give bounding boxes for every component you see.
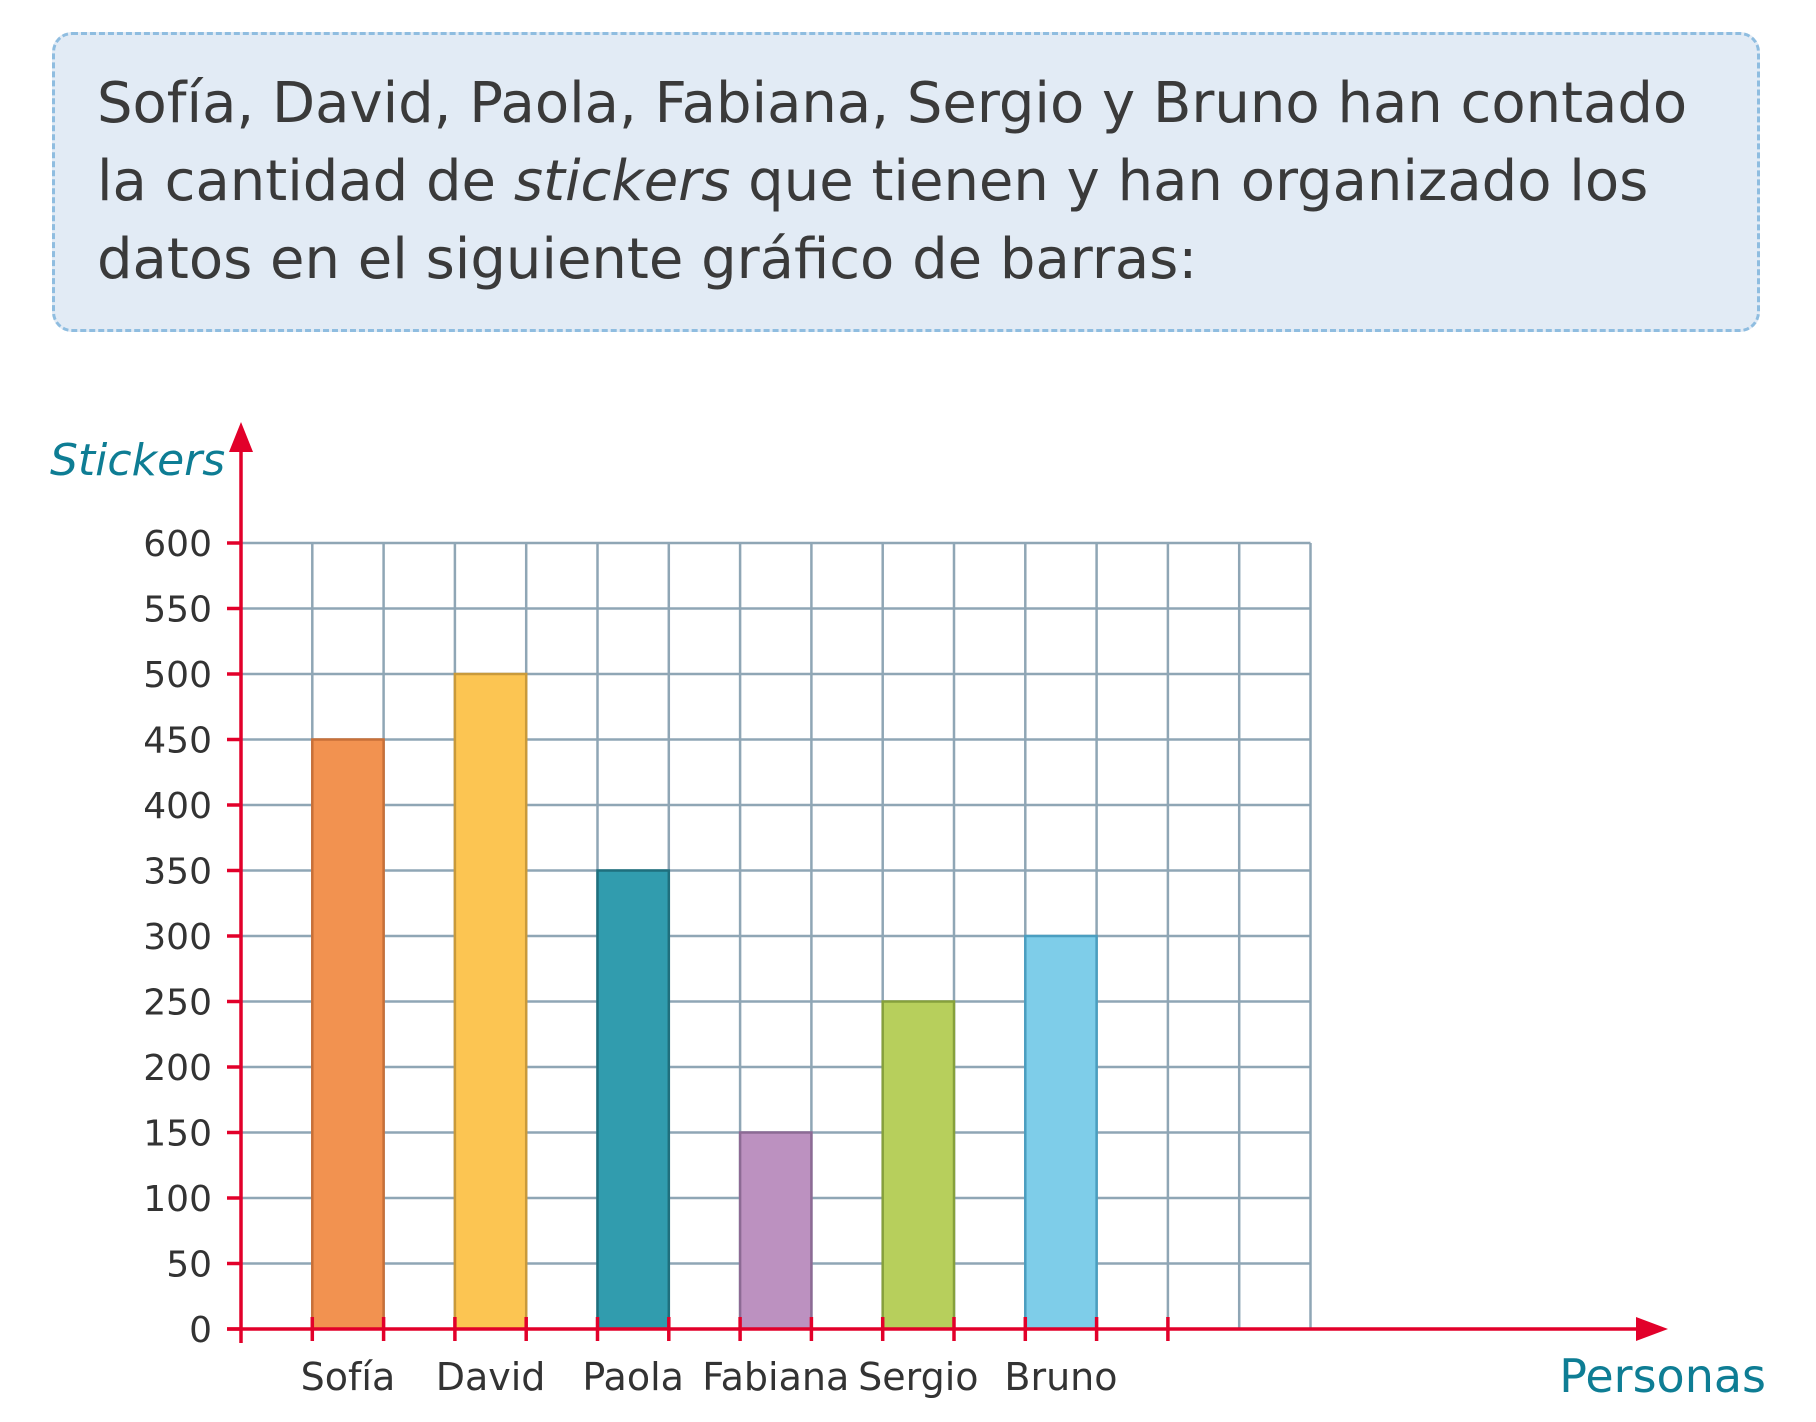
y-axis-title: Stickers — [50, 435, 225, 486]
bar-sofia — [311, 738, 385, 1331]
x-tick-label: Bruno — [1004, 1355, 1117, 1399]
bar-paola — [596, 869, 671, 1331]
y-tick-label: 100 — [143, 1179, 212, 1220]
y-tick-label: 200 — [143, 1048, 212, 1089]
intro-text-after: que tienen y han organizado los datos en… — [97, 149, 1649, 292]
bars — [311, 672, 1098, 1331]
intro-text-before: Sofía, David, Paola, Fabiana, Sergio y B… — [97, 71, 1688, 214]
bar-fabiana — [738, 1131, 813, 1331]
x-tick-label: Sergio — [858, 1355, 978, 1399]
x-tick-label: Fabiana — [702, 1355, 849, 1399]
x-axis-arrow — [1636, 1317, 1668, 1341]
bar-bruno — [1024, 934, 1098, 1331]
y-tick-label: 0 — [189, 1310, 212, 1351]
y-tick-label: 400 — [143, 786, 212, 827]
y-tick-label: 300 — [143, 917, 212, 958]
y-axis-arrow — [229, 422, 253, 452]
y-tick-label: 250 — [143, 983, 212, 1024]
labels: 0 50 100 150 200 250 300 350 400 450 500 550 600 Sofí… — [50, 435, 1766, 1403]
intro-text-italic: stickers — [513, 149, 731, 214]
y-tick-label: 500 — [143, 655, 212, 696]
intro-box: Sofía, David, Paola, Fabiana, Sergio y B… — [52, 32, 1760, 332]
x-tick-label: Paola — [582, 1355, 684, 1399]
y-tick-label: 150 — [143, 1114, 212, 1155]
y-tick-label: 350 — [143, 852, 212, 893]
x-tick-label: David — [436, 1355, 546, 1399]
y-tick-label: 50 — [166, 1245, 212, 1286]
bar-david — [453, 672, 528, 1331]
x-axis-title: Personas — [1559, 1349, 1766, 1403]
y-tick-label: 600 — [143, 524, 212, 565]
axes — [227, 422, 1668, 1343]
intro-text: Sofía, David, Paola, Fabiana, Sergio y B… — [97, 65, 1727, 299]
x-tick-label: Sofía — [301, 1355, 396, 1399]
y-tick-label: 450 — [143, 721, 212, 762]
bar-sergio — [881, 1000, 956, 1331]
y-tick-label: 550 — [143, 590, 212, 631]
